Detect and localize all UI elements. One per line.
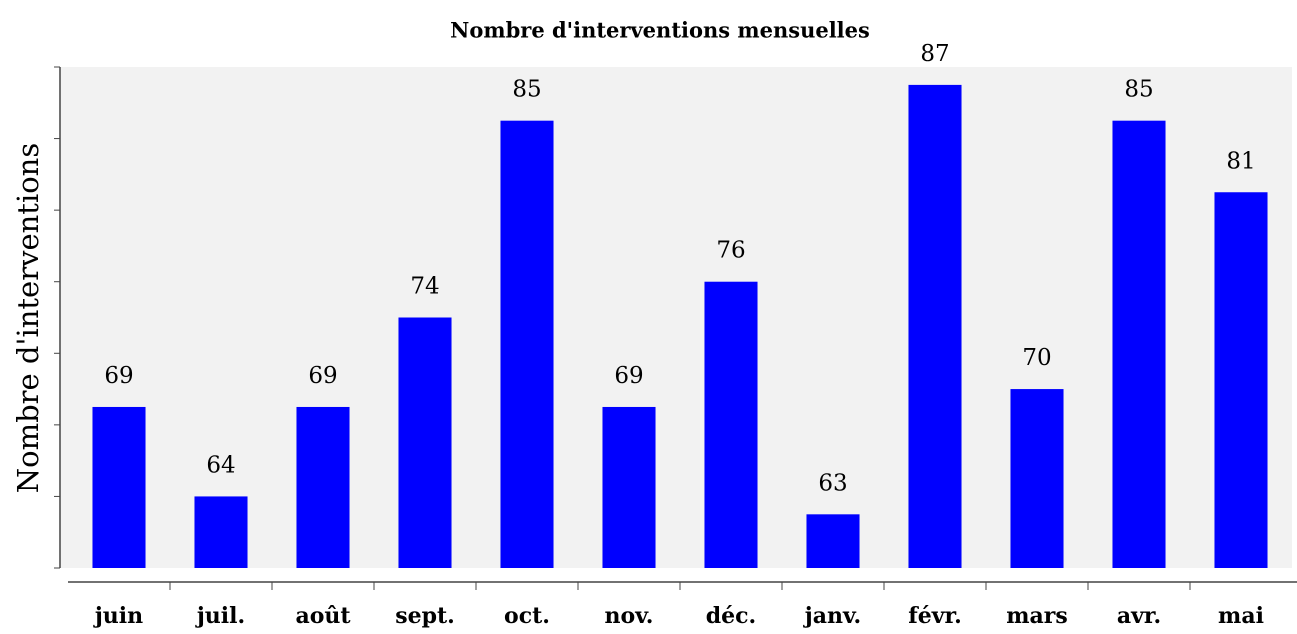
x-tick-label: mars <box>1006 603 1068 629</box>
x-tick-label: avr. <box>1117 603 1161 629</box>
x-tick-label: sept. <box>395 603 455 629</box>
x-tick-label: mai <box>1218 603 1264 629</box>
bar <box>500 120 554 568</box>
value-label: 64 <box>206 452 235 478</box>
plot-background <box>60 67 1292 568</box>
bar <box>1010 389 1064 568</box>
bar <box>296 406 350 568</box>
y-axis-label: Nombre d'interventions <box>11 143 45 493</box>
bar <box>806 514 860 568</box>
bar <box>1214 192 1268 568</box>
x-tick-label: juil. <box>195 603 245 629</box>
value-label: 69 <box>308 363 337 389</box>
bar <box>908 84 962 569</box>
x-tick-label: nov. <box>605 603 654 629</box>
value-label: 85 <box>512 77 541 103</box>
bar <box>92 406 146 568</box>
x-tick-label: févr. <box>908 603 961 629</box>
x-tick-label: déc. <box>706 603 756 629</box>
value-label: 69 <box>614 363 643 389</box>
bar <box>704 281 758 568</box>
x-tick-label: oct. <box>504 603 550 629</box>
value-label: 70 <box>1022 345 1051 371</box>
x-tick-label: janv. <box>803 603 861 629</box>
value-label: 87 <box>920 41 949 67</box>
value-label: 63 <box>818 470 847 496</box>
x-tick-label: août <box>295 603 351 629</box>
chart-title: Nombre d'interventions mensuelles <box>450 18 870 43</box>
bar <box>602 406 656 568</box>
bar <box>398 317 452 568</box>
value-label: 76 <box>716 238 745 264</box>
bar <box>194 496 248 568</box>
bar <box>1112 120 1166 568</box>
value-label: 69 <box>104 363 133 389</box>
value-label: 85 <box>1124 77 1153 103</box>
value-label: 81 <box>1226 148 1255 174</box>
x-tick-label: juin <box>93 603 143 629</box>
value-label: 74 <box>410 274 439 300</box>
